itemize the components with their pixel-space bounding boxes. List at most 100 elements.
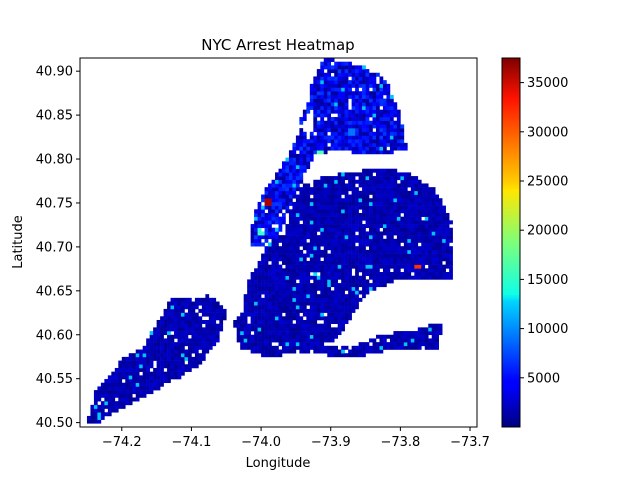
heatmap-cell: [114, 404, 119, 409]
heatmap-cell: [382, 187, 387, 192]
heatmap-cell: [327, 146, 332, 151]
heatmap-cell: [125, 356, 130, 361]
heatmap-cell: [449, 253, 453, 258]
heatmap-cell: [309, 198, 314, 203]
heatmap-cell: [240, 331, 244, 336]
heatmap-cell: [403, 176, 408, 181]
heatmap-cell: [442, 275, 446, 280]
heatmap-cell: [257, 227, 262, 232]
heatmap-cell: [254, 334, 258, 339]
heatmap-cell: [362, 275, 366, 280]
heatmap-cell: [268, 349, 272, 354]
heatmap-cell: [257, 334, 262, 339]
heatmap-cell: [362, 205, 366, 210]
heatmap-cell: [313, 305, 318, 310]
heatmap-cell: [132, 386, 137, 391]
heatmap-cell: [386, 334, 391, 339]
heatmap-cell: [362, 102, 366, 107]
heatmap-cell: [275, 290, 279, 295]
heatmap-cell: [424, 216, 429, 221]
heatmap-cell: [149, 371, 154, 376]
heatmap-cell: [153, 356, 157, 361]
heatmap-cell: [355, 146, 359, 151]
heatmap-cell: [400, 146, 405, 151]
heatmap-cell: [330, 91, 335, 96]
heatmap-cell: [153, 353, 157, 358]
heatmap-cell: [421, 205, 426, 210]
heatmap-cell: [407, 345, 412, 350]
heatmap-cell: [424, 338, 429, 343]
heatmap-cell: [295, 323, 300, 328]
heatmap-cell: [403, 257, 408, 262]
heatmap-cell: [264, 249, 269, 254]
heatmap-cell: [316, 80, 321, 85]
heatmap-cell: [316, 105, 321, 110]
heatmap-cell: [299, 212, 304, 217]
heatmap-cell: [327, 316, 332, 321]
heatmap-cell: [295, 283, 300, 288]
heatmap-cell: [351, 212, 356, 217]
heatmap-cell: [299, 305, 304, 310]
heatmap-cell: [285, 301, 290, 306]
heatmap-cell: [271, 227, 276, 232]
heatmap-cell: [187, 345, 192, 350]
heatmap-cell: [316, 294, 321, 299]
heatmap-cell: [365, 76, 370, 81]
heatmap-cell: [107, 401, 112, 406]
heatmap-cell: [327, 135, 332, 140]
heatmap-cell: [292, 190, 297, 195]
heatmap-cell: [316, 349, 321, 354]
heatmap-cell: [247, 345, 251, 350]
heatmap-cell: [278, 183, 283, 188]
heatmap-cell: [376, 120, 380, 125]
heatmap-cell: [313, 312, 318, 317]
heatmap-cell: [358, 139, 363, 144]
heatmap-cell: [344, 131, 349, 136]
heatmap-cell: [281, 216, 286, 221]
heatmap-cell: [264, 238, 269, 243]
heatmap-cell: [163, 379, 168, 384]
heatmap-cell: [160, 360, 164, 365]
heatmap-cell: [417, 201, 422, 206]
heatmap-cell: [376, 102, 380, 107]
heatmap-cell: [428, 209, 433, 214]
heatmap-cell: [421, 257, 426, 262]
plot-border: [79, 57, 478, 428]
heatmap-cell: [400, 260, 405, 265]
heatmap-cell: [369, 135, 373, 140]
heatmap-cell: [285, 176, 290, 181]
heatmap-cell: [254, 209, 258, 214]
heatmap-cell: [292, 305, 297, 310]
heatmap-cell: [376, 253, 380, 258]
heatmap-cell: [435, 194, 439, 199]
heatmap-cell: [365, 238, 370, 243]
heatmap-cell: [316, 179, 321, 184]
heatmap-cell: [313, 139, 318, 144]
heatmap-cell: [257, 316, 262, 321]
heatmap-cell: [389, 227, 394, 232]
heatmap-cell: [442, 224, 446, 229]
heatmap-cell: [382, 139, 387, 144]
heatmap-cell: [403, 235, 408, 240]
heatmap-cell: [344, 257, 349, 262]
heatmap-cell: [316, 327, 321, 332]
heatmap-cell: [125, 382, 130, 387]
heatmap-cell: [445, 253, 450, 258]
heatmap-cell: [417, 334, 422, 339]
heatmap-cell: [403, 231, 408, 236]
heatmap-cell: [316, 224, 321, 229]
heatmap-cell: [278, 301, 283, 306]
heatmap-cell: [320, 264, 325, 269]
heatmap-cell: [275, 216, 279, 221]
heatmap-cell: [386, 131, 391, 136]
heatmap-cell: [268, 220, 272, 225]
heatmap-cell: [302, 294, 307, 299]
heatmap-cell: [393, 212, 398, 217]
heatmap-cell: [372, 91, 377, 96]
heatmap-cell: [393, 272, 398, 277]
heatmap-cell: [348, 83, 352, 88]
heatmap-cell: [417, 264, 422, 269]
heatmap-cell: [170, 375, 175, 380]
heatmap-cell: [407, 342, 412, 347]
heatmap-cell: [369, 338, 373, 343]
